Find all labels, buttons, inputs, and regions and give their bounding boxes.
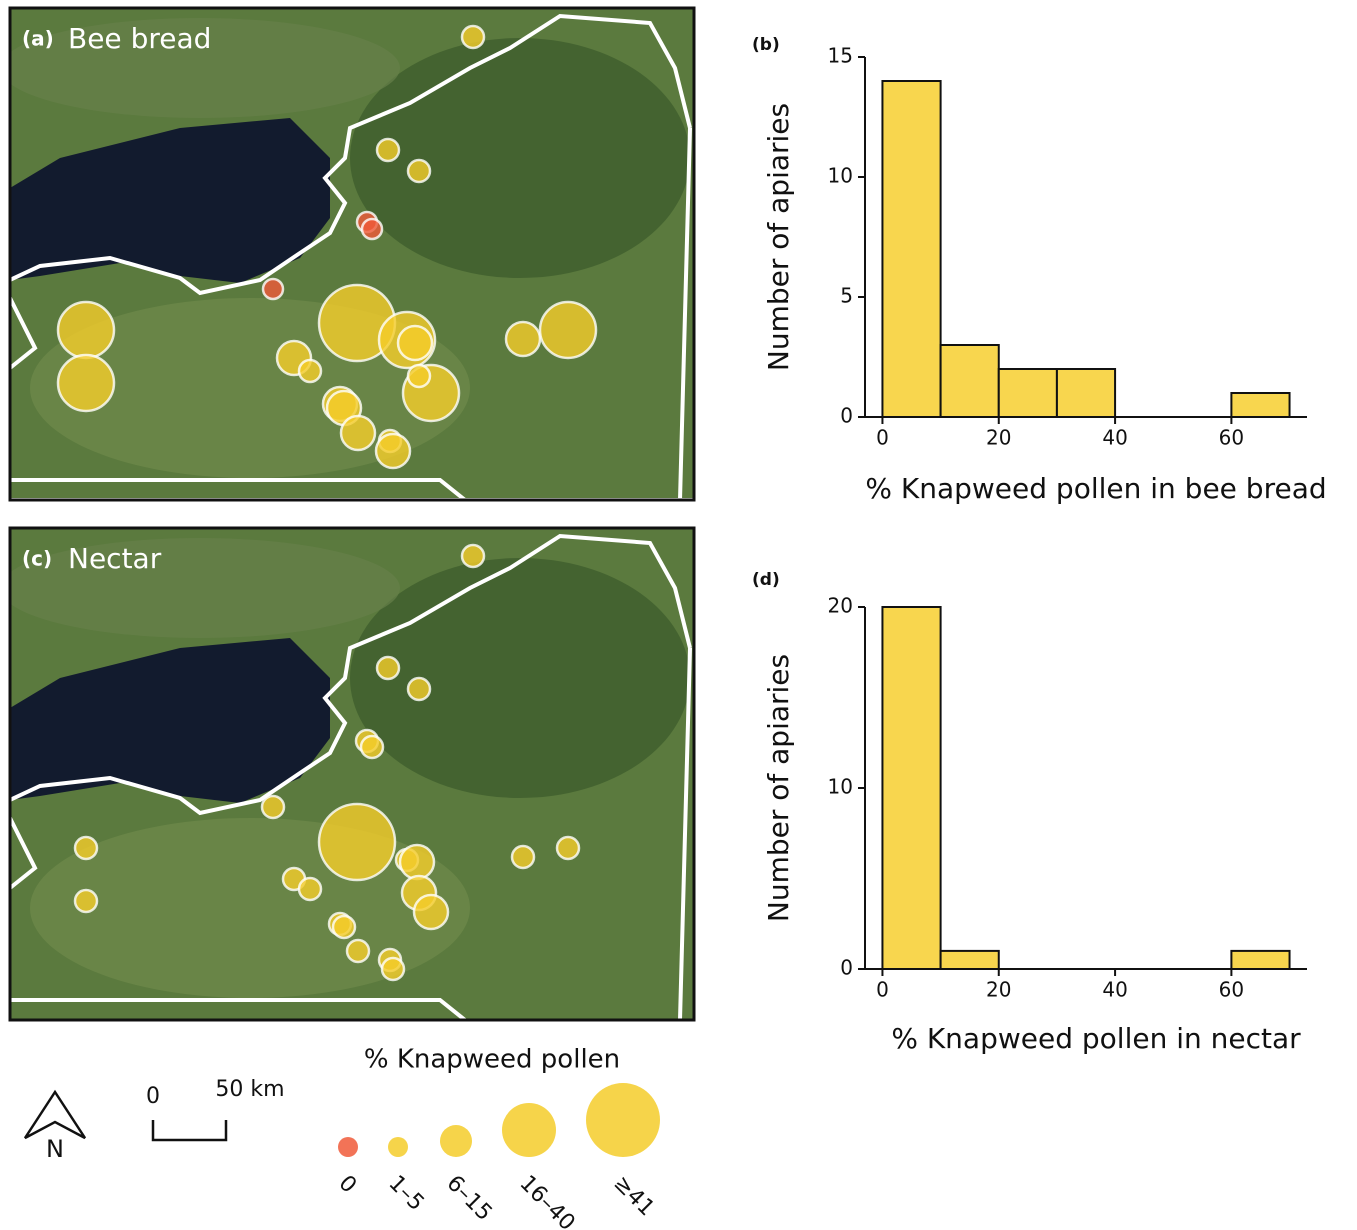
apiary-marker (58, 302, 114, 358)
x-tick-label: 40 (1102, 426, 1127, 450)
scale-bar: 0 50 km (146, 1077, 285, 1140)
panel-title: Nectar (68, 542, 162, 575)
x-axis-label: % Knapweed pollen in nectar (891, 1022, 1301, 1055)
apiary-marker (462, 26, 484, 48)
forest-patch (350, 38, 690, 278)
y-axis-label: Number of apiaries (762, 103, 795, 371)
y-tick-label: 20 (828, 594, 853, 618)
x-tick-label: 60 (1219, 978, 1244, 1002)
legend-symbol (338, 1137, 358, 1157)
bar (1231, 951, 1289, 969)
panel-label: (c) (22, 547, 52, 571)
apiary-marker (75, 890, 97, 912)
legend-label: 1–5 (384, 1171, 429, 1216)
bar (1057, 369, 1115, 417)
apiary-marker (377, 657, 399, 679)
x-tick-label: 40 (1102, 978, 1127, 1002)
x-tick-label: 0 (876, 978, 889, 1002)
x-tick-label: 20 (986, 978, 1011, 1002)
apiary-marker (414, 895, 448, 929)
x-axis-label: % Knapweed pollen in bee bread (865, 472, 1326, 505)
apiary-marker (341, 416, 375, 450)
legend-label: ≥41 (609, 1171, 660, 1222)
apiary-marker (333, 916, 355, 938)
map (0, 8, 694, 500)
apiary-marker (512, 846, 534, 868)
y-tick-label: 10 (828, 164, 853, 188)
legend-symbol (440, 1125, 472, 1157)
apiary-marker (400, 845, 434, 879)
panel-label: (d) (752, 570, 780, 590)
apiary-marker (408, 678, 430, 700)
legend-label: 16–40 (515, 1171, 580, 1230)
panel-title: Bee bread (68, 22, 211, 55)
apiary-marker (382, 958, 404, 980)
bar (941, 951, 999, 969)
apiary-marker (262, 796, 284, 818)
x-tick-label: 0 (876, 426, 889, 450)
y-tick-label: 0 (840, 956, 853, 980)
bar (941, 345, 999, 417)
y-tick-label: 0 (840, 404, 853, 428)
north-label: N (46, 1135, 64, 1163)
y-tick-label: 10 (828, 775, 853, 799)
y-tick-label: 5 (840, 284, 853, 308)
apiary-marker (540, 302, 596, 358)
scale-end: 50 km (215, 1077, 284, 1102)
legend-symbol (502, 1103, 556, 1157)
legend-symbol (388, 1137, 408, 1157)
farm-patch (0, 538, 400, 638)
apiary-marker (557, 837, 579, 859)
apiary-marker (319, 804, 395, 880)
apiary-marker (299, 878, 321, 900)
bar (1231, 393, 1289, 417)
bar (882, 81, 940, 417)
apiary-marker (75, 837, 97, 859)
scale-start: 0 (146, 1084, 160, 1109)
bar (882, 607, 940, 969)
panel-label: (a) (22, 27, 54, 51)
apiary-marker (462, 545, 484, 567)
apiary-marker (362, 219, 382, 239)
legend-title: % Knapweed pollen (364, 1045, 620, 1075)
bar (999, 369, 1057, 417)
apiary-marker (376, 434, 410, 468)
north-arrow: N (25, 1092, 85, 1163)
apiary-marker (408, 365, 430, 387)
legend-label: 0 (334, 1171, 362, 1199)
x-tick-label: 60 (1219, 426, 1244, 450)
apiary-marker (347, 940, 369, 962)
apiary-marker (506, 322, 540, 356)
panel-label: (b) (752, 35, 780, 55)
apiary-marker (408, 160, 430, 182)
map (0, 528, 694, 1020)
legend-symbol (586, 1083, 660, 1157)
apiary-marker (398, 326, 432, 360)
forest-patch (350, 558, 690, 798)
legend-label: 6–15 (442, 1171, 497, 1226)
apiary-marker (361, 736, 383, 758)
apiary-marker (299, 360, 321, 382)
figure: (a) Bee bread (c) Nectar N 0 50 km % Knapwe… (0, 0, 1357, 1230)
apiary-marker (377, 139, 399, 161)
y-axis-label: Number of apiaries (762, 654, 795, 922)
apiary-marker (263, 279, 283, 299)
apiary-marker (58, 355, 114, 411)
y-tick-label: 15 (828, 44, 853, 68)
x-tick-label: 20 (986, 426, 1011, 450)
